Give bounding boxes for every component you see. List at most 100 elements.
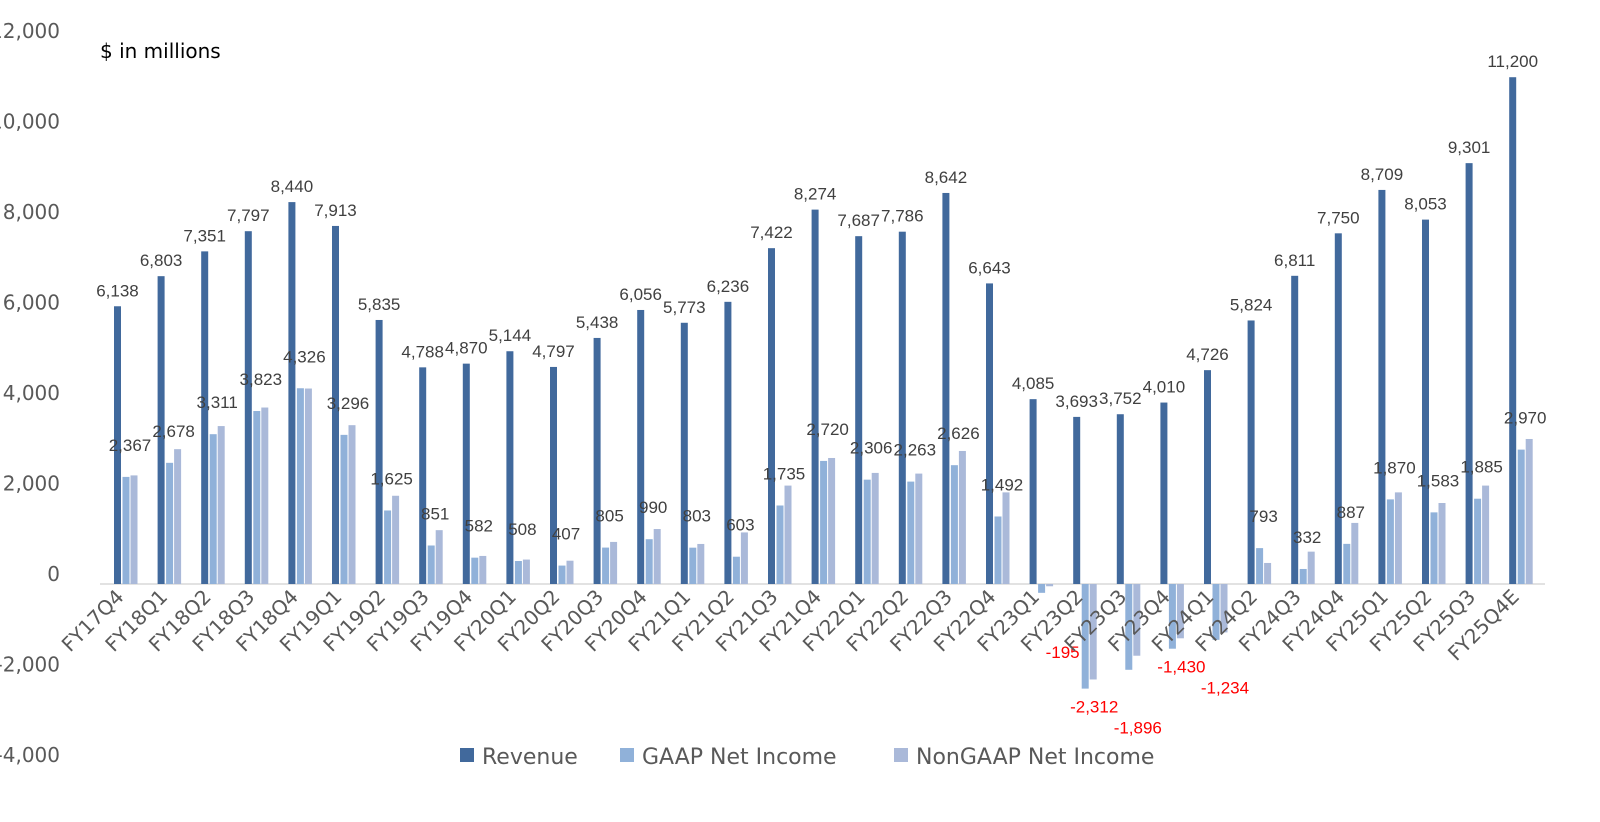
bar-revenue: [1378, 189, 1386, 584]
data-label: 803: [683, 507, 711, 526]
bars: [114, 77, 1533, 689]
y-tick-label: -4,000: [0, 743, 60, 767]
data-label: 3,823: [240, 370, 283, 389]
bar-gaap-net-income: [732, 556, 740, 584]
data-labels: 6,138 2,367 6,803 2,678 7,351 3,311 7,797 3,823…: [96, 52, 1546, 737]
bar-gaap-net-income: [558, 565, 566, 584]
y-tick-label: 4,000: [3, 381, 60, 405]
data-label: 6,643: [968, 258, 1011, 277]
bar-gaap-net-income: [514, 561, 522, 584]
data-label: 8,274: [794, 185, 837, 204]
data-label: 407: [552, 525, 580, 544]
bar-gaap-net-income: [1299, 568, 1307, 584]
bar-revenue: [1422, 219, 1429, 585]
data-label: 1,885: [1460, 458, 1503, 477]
data-label: 1,735: [763, 464, 806, 483]
data-label: 3,752: [1099, 389, 1142, 408]
bar-nongaap-net-income: [1525, 438, 1533, 584]
bar-gaap-net-income: [1212, 584, 1220, 640]
bar-gaap-net-income: [427, 545, 435, 584]
bar-revenue: [1160, 402, 1168, 584]
bar-nongaap-net-income: [174, 449, 182, 584]
bar-nongaap-net-income: [130, 475, 138, 584]
bar-nongaap-net-income: [435, 530, 443, 584]
data-label: 2,306: [850, 439, 893, 458]
data-label: 6,811: [1274, 251, 1315, 270]
data-label: 7,351: [183, 226, 226, 245]
bar-gaap-net-income: [602, 547, 610, 584]
bar-nongaap-net-income: [1482, 485, 1490, 584]
data-label: 3,296: [327, 394, 370, 413]
data-label: 5,438: [576, 313, 619, 332]
y-tick-label: 12,000: [0, 19, 60, 43]
data-label: 2,367: [109, 436, 152, 455]
bar-gaap-net-income: [1168, 584, 1176, 649]
y-tick-label: 0: [47, 562, 60, 586]
data-label: 805: [595, 507, 623, 526]
bar-nongaap-net-income: [784, 485, 792, 584]
data-label: 2,678: [152, 422, 195, 441]
legend: Revenue GAAP Net Income NonGAAP Net Income: [460, 745, 1154, 770]
bar-revenue: [811, 209, 819, 585]
bar-nongaap-net-income: [217, 426, 225, 584]
data-label: 6,236: [707, 277, 750, 296]
bar-gaap-net-income: [1517, 449, 1525, 584]
bar-revenue: [1509, 77, 1517, 584]
data-label: 2,720: [806, 420, 849, 439]
data-label: -1,234: [1201, 679, 1249, 698]
data-label: -1,430: [1157, 658, 1205, 677]
data-label: 603: [726, 516, 754, 535]
bar-nongaap-net-income: [958, 450, 966, 584]
data-label: 851: [421, 504, 449, 523]
bar-gaap-net-income: [1256, 548, 1264, 584]
data-label: -1,896: [1114, 719, 1162, 738]
bar-nongaap-net-income: [1438, 503, 1446, 584]
bar-nongaap-net-income: [566, 560, 574, 584]
data-label: 2,626: [937, 424, 980, 443]
bar-gaap-net-income: [1081, 584, 1089, 689]
bar-revenue: [201, 251, 209, 585]
data-label: 3,311: [197, 393, 238, 412]
bar-revenue: [1029, 399, 1037, 584]
bar-nongaap-net-income: [1351, 522, 1359, 584]
bar-revenue: [157, 276, 165, 584]
data-label: 5,824: [1230, 295, 1273, 314]
data-label: 4,010: [1143, 378, 1186, 397]
data-label: 582: [465, 517, 493, 536]
data-label: 6,056: [619, 285, 662, 304]
bar-nongaap-net-income: [522, 559, 530, 584]
data-label: 8,440: [271, 177, 314, 196]
bar-nongaap-net-income: [828, 457, 836, 584]
data-label: 1,625: [370, 469, 413, 488]
bar-gaap-net-income: [340, 434, 348, 584]
data-label: 7,687: [837, 211, 880, 230]
bar-revenue: [1334, 233, 1342, 584]
bar-nongaap-net-income: [392, 495, 400, 584]
bar-gaap-net-income: [1386, 499, 1394, 584]
unit-note: $ in millions: [100, 39, 221, 63]
data-label: 1,492: [981, 475, 1024, 494]
data-label: 5,773: [663, 298, 706, 317]
data-label: 7,750: [1317, 208, 1360, 227]
data-label: 7,786: [881, 207, 924, 226]
bar-revenue: [550, 366, 557, 584]
legend-label: Revenue: [482, 745, 578, 770]
bar-nongaap-net-income: [1002, 492, 1010, 584]
legend-label: NonGAAP Net Income: [916, 745, 1154, 770]
x-axis: FY17Q4FY18Q1FY18Q2FY18Q3FY18Q4FY19Q1FY19…: [57, 585, 1524, 666]
bar-nongaap-net-income: [261, 407, 269, 584]
bar-revenue: [1465, 163, 1473, 585]
y-axis: 12,000 10,000 8,000 6,000 4,000 2,000 0 -2,000 -…: [0, 19, 60, 767]
data-label: 1,870: [1373, 458, 1416, 477]
bar-gaap-net-income: [907, 481, 915, 584]
bar-nongaap-net-income: [871, 472, 879, 584]
bar-revenue: [1204, 370, 1211, 584]
data-label: -195: [1046, 643, 1080, 662]
bar-gaap-net-income: [863, 479, 871, 584]
data-label: 7,797: [227, 206, 270, 225]
bar-revenue: [986, 283, 993, 584]
data-label: 5,835: [358, 295, 401, 314]
data-label: -2,312: [1070, 698, 1118, 717]
bar-revenue: [1247, 320, 1255, 584]
